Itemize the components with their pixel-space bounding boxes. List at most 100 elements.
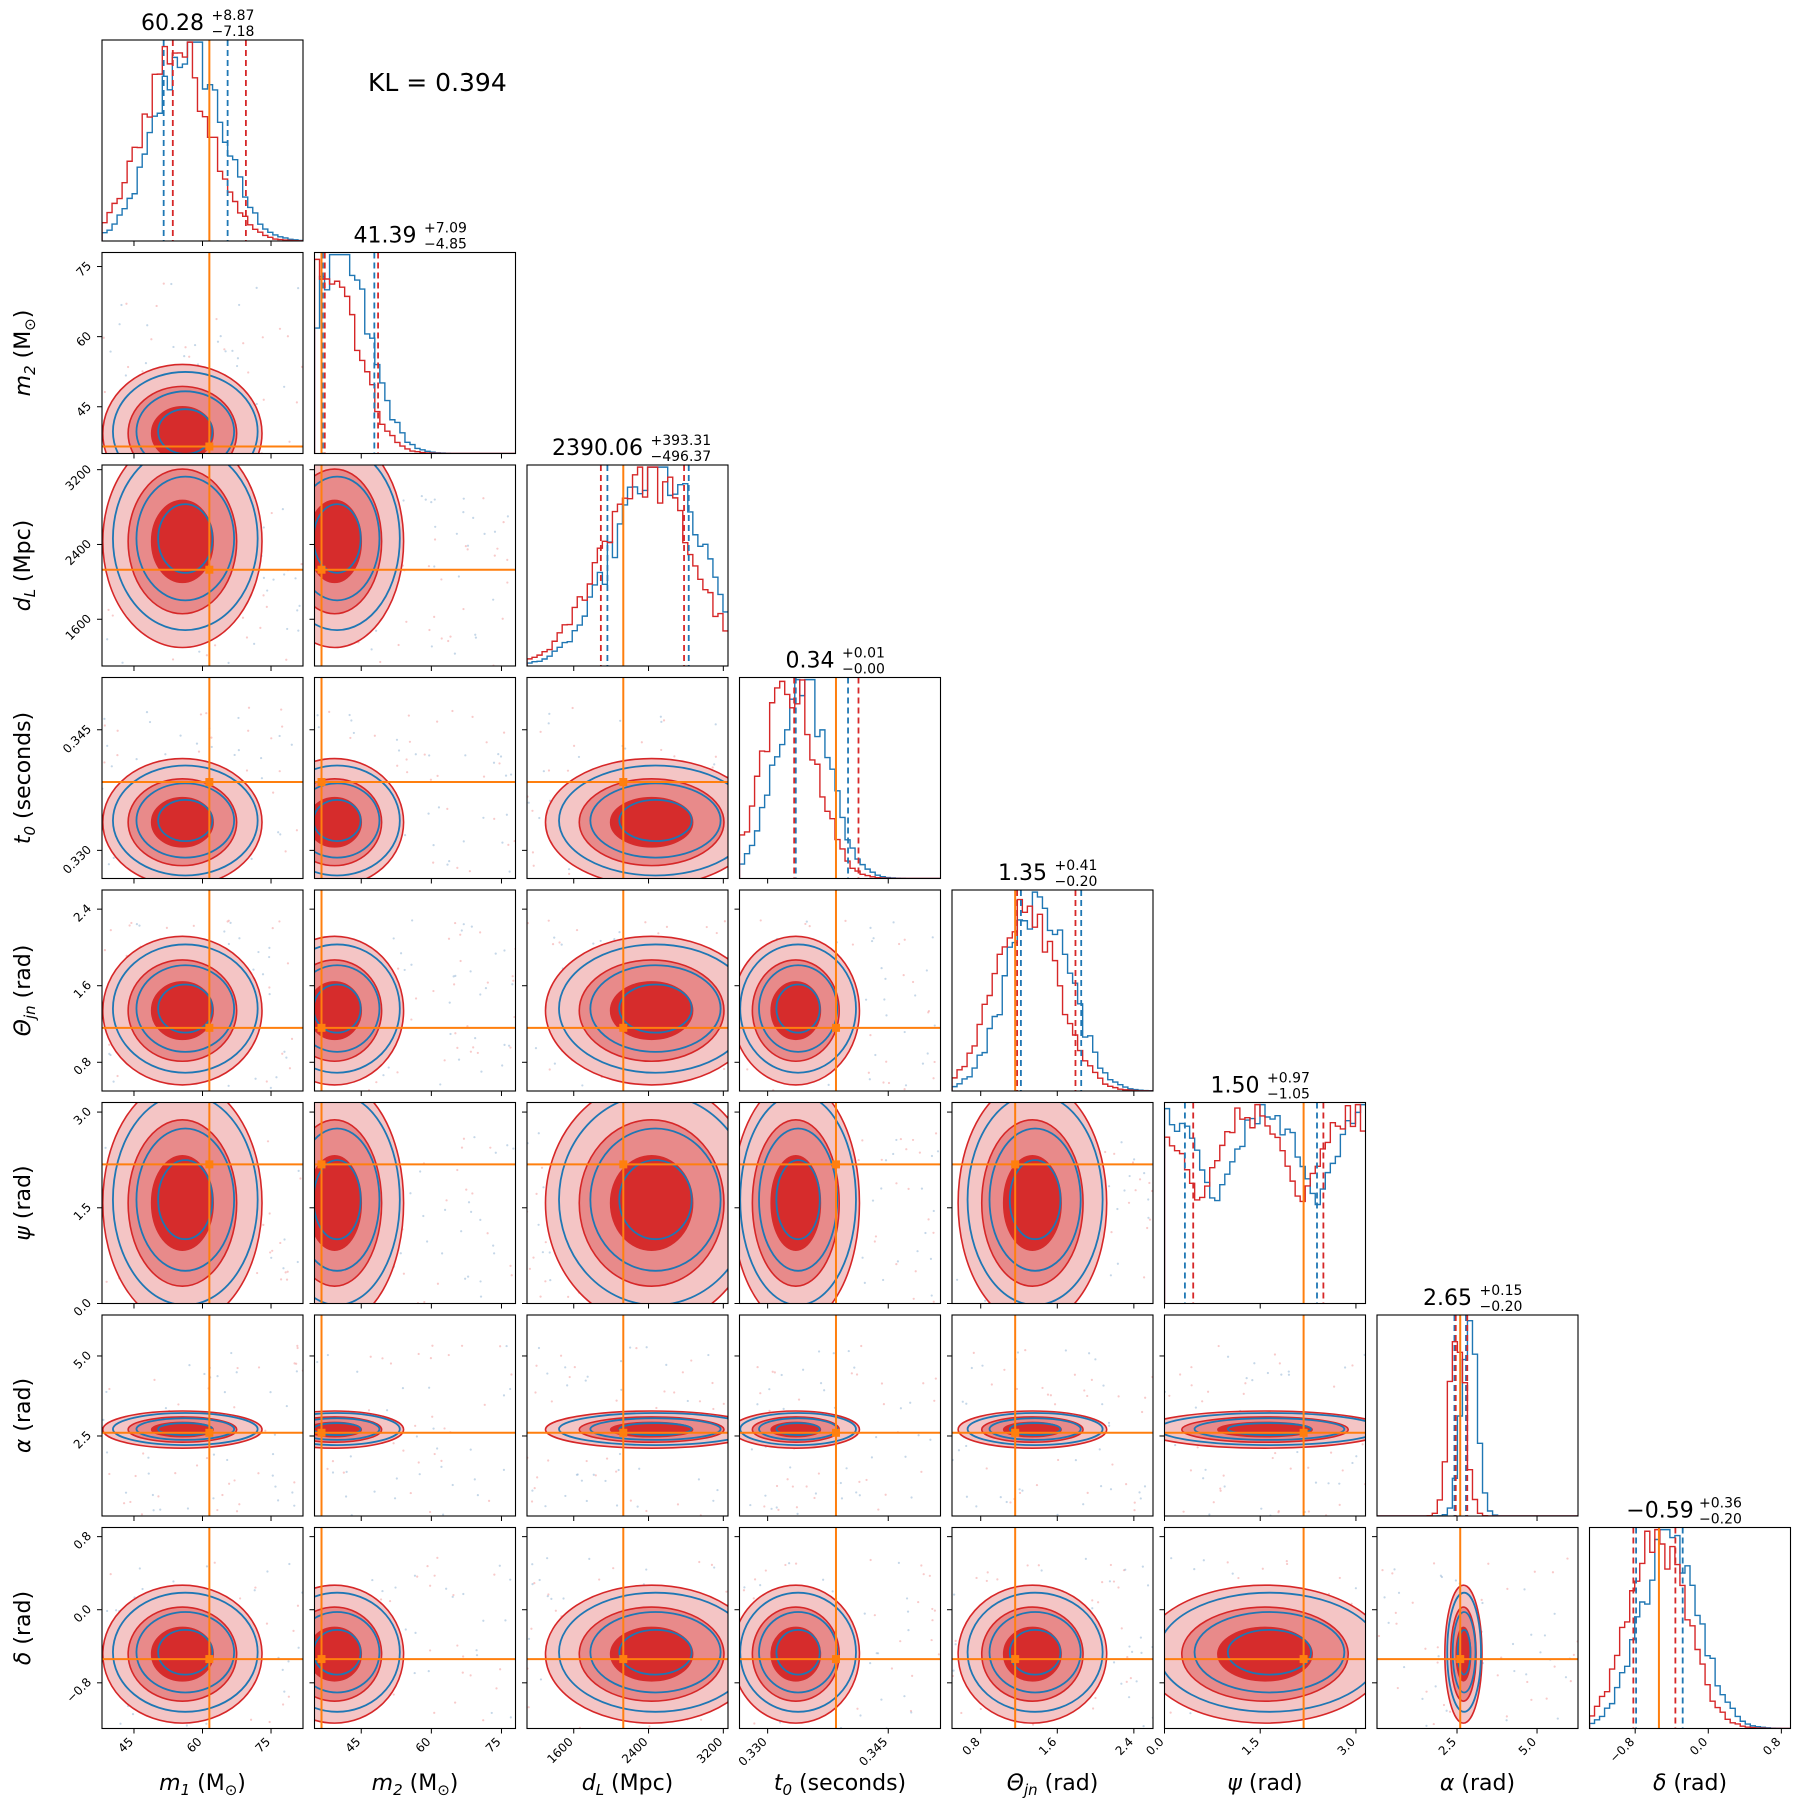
sample-point [125,302,128,305]
panel-frame [1163,1314,1367,1517]
sample-point [532,1256,535,1259]
sample-point [486,1232,489,1235]
sample-point [482,1619,485,1622]
sample-point [1442,1703,1446,1707]
sample-point [999,1496,1002,1499]
panel-alpha-vs-m1: 2.5 5.0 [71,1314,304,1521]
contour-a-0 [558,1102,728,1304]
panel-frame [1588,1526,1792,1730]
sample-point [1117,1586,1120,1589]
sample-point [1035,1483,1039,1487]
contour-a-2 [157,503,214,574]
sample-point [266,1570,269,1573]
truth-marker [1011,1428,1020,1437]
sample-point [560,943,563,946]
sample-point [466,548,469,551]
sample-point [272,578,275,581]
sample-point [899,1407,902,1410]
sample-point [1129,1676,1132,1680]
sample-point [615,1399,618,1402]
sample-point [134,1474,137,1478]
sample-point [271,1452,275,1456]
y-tick-label: 5.0 [71,1348,94,1371]
sample-point [905,1597,909,1600]
sample-point [1278,1362,1281,1365]
sample-point [813,1496,816,1500]
sample-point [1569,1680,1572,1683]
sample-point [417,1461,420,1464]
sample-point [433,565,436,568]
sample-point [227,1084,230,1087]
sample-point [775,1484,779,1488]
sample-point [874,1053,877,1057]
sample-point [882,1402,886,1406]
sample-point [1287,1373,1291,1376]
contour-a-1 [314,964,381,1053]
sample-point [551,943,555,946]
sample-point [109,1573,112,1576]
sample-point [464,754,467,757]
sample-point [265,1622,269,1625]
sample-point [536,1476,539,1479]
sample-point [629,1499,632,1502]
sample-point [451,1595,454,1598]
sample-point [585,1499,588,1503]
contour-a-1 [988,1417,1082,1441]
sample-point [1253,1362,1256,1365]
sample-point [984,1299,987,1302]
sample-point [270,737,273,740]
sample-point [135,758,138,761]
sample-point [237,749,240,752]
sample-point [297,1169,300,1173]
sample-point [922,1382,925,1385]
sample-point [1113,1152,1116,1155]
sample-point [1539,1651,1542,1654]
sample-point [436,774,439,777]
sample-point [342,1471,345,1474]
sample-point [429,1584,432,1587]
sample-point [487,1499,491,1503]
sample-point [283,1050,286,1053]
panel-frame [951,1314,1154,1517]
sample-point [268,1212,271,1215]
contour-a-0 [314,943,401,1074]
sample-point [177,1403,180,1406]
y-tick-label: 0.330 [60,843,94,877]
sample-point [295,401,298,404]
sample-point [575,1473,579,1476]
sample-point [447,1353,450,1357]
sample-point [804,922,807,926]
y-tick-label: 2400 [63,537,94,568]
y-tick-label: 3200 [63,462,94,493]
sample-point [1096,1601,1100,1604]
sample-point [1448,1710,1452,1713]
sample-point [256,1271,259,1275]
sample-point [475,1649,478,1652]
sample-point [885,1060,888,1063]
sample-point [511,975,514,978]
contour-a-1 [314,782,381,859]
sample-point [665,1363,668,1366]
sample-point [822,1578,825,1581]
sample-point [665,925,669,928]
sample-point [1026,1564,1029,1567]
sample-point [441,1513,445,1516]
contour-a-1 [1451,1611,1477,1694]
sample-point [106,1609,109,1613]
sample-point [278,920,281,923]
sample-point [300,562,303,566]
hist-panel-psi: 1.50 +0.97−1.05 [1163,1071,1367,1309]
sample-point [1109,1563,1112,1567]
sample-point [270,1256,273,1259]
sample-point [1523,1588,1526,1591]
sample-point [397,749,401,752]
panel-frame [313,676,517,880]
sample-point [199,713,203,716]
sample-point [193,343,197,347]
sample-point [954,1639,957,1642]
sample-point [504,774,508,777]
sample-point [474,1037,477,1040]
sample-point [506,581,509,584]
sample-point [172,1580,175,1583]
sample-point [454,921,457,925]
